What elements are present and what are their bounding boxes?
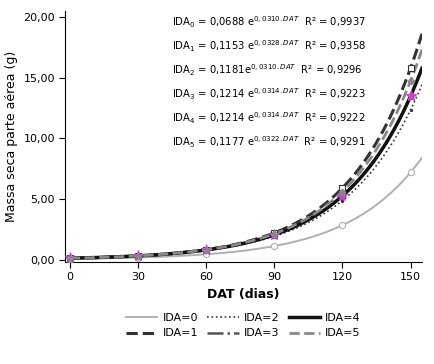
Text: IDA$_{5}$ = 0,1177 e$^{0,0322.DAT}$  R² = 0,9291: IDA$_{5}$ = 0,1177 e$^{0,0322.DAT}$ R² =…: [172, 134, 365, 150]
Legend: IDA=0, IDA=1, IDA=2, IDA=3, IDA=4, IDA=5: IDA=0, IDA=1, IDA=2, IDA=3, IDA=4, IDA=5: [126, 313, 360, 339]
X-axis label: DAT (dias): DAT (dias): [207, 288, 279, 301]
Text: IDA$_{3}$ = 0,1214 e$^{0,0314.DAT}$  R² = 0,9223: IDA$_{3}$ = 0,1214 e$^{0,0314.DAT}$ R² =…: [172, 86, 365, 102]
Text: IDA$_{0}$ = 0,0688 e$^{0,0310.DAT}$  R² = 0,9937: IDA$_{0}$ = 0,0688 e$^{0,0310.DAT}$ R² =…: [172, 15, 365, 30]
Y-axis label: Massa seca parte aérea (g): Massa seca parte aérea (g): [5, 51, 18, 222]
Text: IDA$_{4}$ = 0,1214 e$^{0,0314.DAT}$  R² = 0,9222: IDA$_{4}$ = 0,1214 e$^{0,0314.DAT}$ R² =…: [172, 110, 365, 126]
Text: IDA$_{2}$ = 0,1181e$^{0,0310.DAT}$  R² = 0,9296: IDA$_{2}$ = 0,1181e$^{0,0310.DAT}$ R² = …: [172, 62, 362, 78]
Text: IDA$_{1}$ = 0,1153 e$^{0,0328.DAT}$  R² = 0,9358: IDA$_{1}$ = 0,1153 e$^{0,0328.DAT}$ R² =…: [172, 39, 365, 54]
